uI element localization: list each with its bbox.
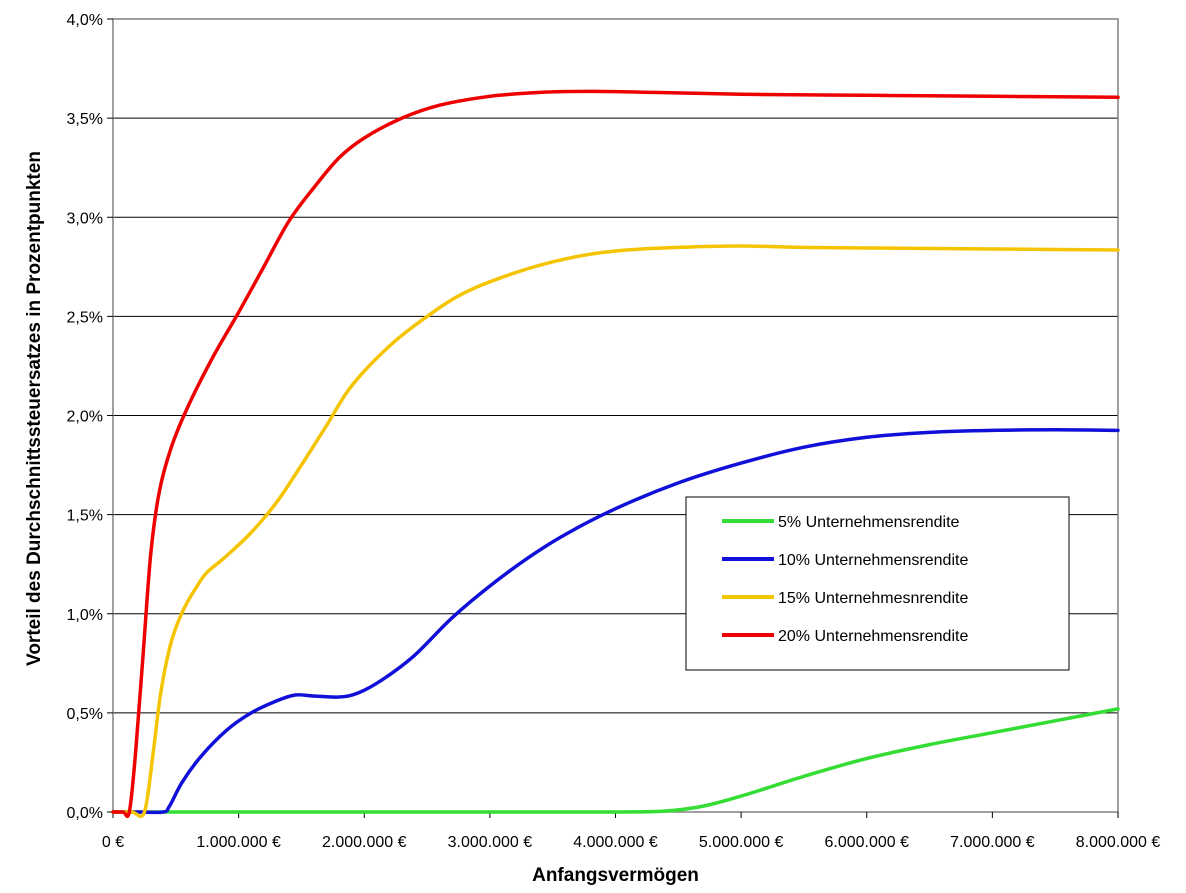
x-axis-title: Anfangsvermögen [532,865,699,886]
series-line-2 [111,428,1120,815]
x-tick-label: 5.000.000 € [699,834,784,851]
y-tick-label: 3,0% [67,210,103,227]
legend-label: 15% Unternehmesnrendite [778,590,968,607]
x-tick-label: 3.000.000 € [448,834,533,851]
legend: 5% Unternehmensrendite 10% Unternehmensre… [685,496,1070,671]
x-tick-label: 2.000.000 € [322,834,407,851]
x-tick-label: 8.000.000 € [1076,834,1161,851]
x-tick-label: 0 € [102,834,124,851]
legend-label: 10% Unternehmensrendite [778,552,968,569]
x-tick-label: 7.000.000 € [950,834,1035,851]
x-tick-label: 1.000.000 € [196,834,281,851]
series-line-3 [111,244,1120,819]
gridlines [113,18,1118,813]
legend-label: 20% Unternehmensrendite [778,628,968,645]
series-line-4 [111,89,1120,819]
y-axis-title: Vorteil des Durchschnittssteuersatzes in… [24,151,45,666]
y-tick-label: 3,5% [67,111,103,128]
y-tick-label: 2,0% [67,409,103,426]
y-tick-label: 1,5% [67,508,103,525]
y-axis-tick-labels: 0,0% 0,5% 1,0% 1,5% 2,0% 2,5% 3,0% 3,5% 4,0% [67,12,113,822]
x-axis-tick-labels: 0 € 1.000.000 € 2.000.000 € 3.000.000 € 4.00… [102,812,1160,851]
x-tick-label: 6.000.000 € [824,834,909,851]
legend-box [685,496,1070,671]
x-tick-label: 4.000.000 € [573,834,658,851]
y-tick-label: 0,5% [67,706,103,723]
y-tick-label: 1,0% [67,607,103,624]
y-tick-label: 0,0% [67,805,103,822]
y-tick-label: 2,5% [67,309,103,326]
legend-label: 5% Unternehmensrendite [778,514,960,531]
series-line-1 [111,707,1120,814]
series-lines [111,89,1120,819]
y-tick-label: 4,0% [67,12,103,29]
